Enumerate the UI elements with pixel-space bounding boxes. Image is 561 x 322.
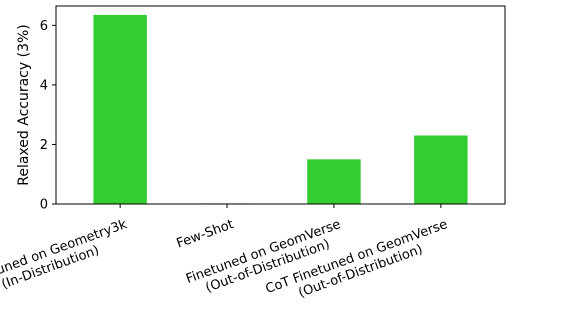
x-tick-label-group: Finetuned on Geometry3k(In-Distribution) bbox=[0, 217, 129, 292]
y-axis-label: Relaxed Accuracy (3%) bbox=[16, 24, 32, 186]
y-tick-label: 6 bbox=[40, 19, 48, 34]
plot-frame bbox=[55, 5, 506, 205]
y-tick-label: 4 bbox=[40, 78, 48, 93]
bar-1 bbox=[93, 14, 147, 205]
x-tick-label-group: Few-Shot bbox=[175, 217, 236, 251]
bar-3 bbox=[307, 159, 361, 204]
y-tick-label: 2 bbox=[40, 138, 48, 153]
bars-group bbox=[93, 14, 468, 205]
y-tick-label: 0 bbox=[40, 198, 48, 213]
x-axis: Finetuned on Geometry3k(In-Distribution)… bbox=[0, 204, 450, 301]
y-axis: 0 2 4 6 bbox=[40, 19, 56, 213]
bar-4 bbox=[414, 135, 468, 204]
x-tick-label: Few-Shot bbox=[175, 217, 236, 251]
